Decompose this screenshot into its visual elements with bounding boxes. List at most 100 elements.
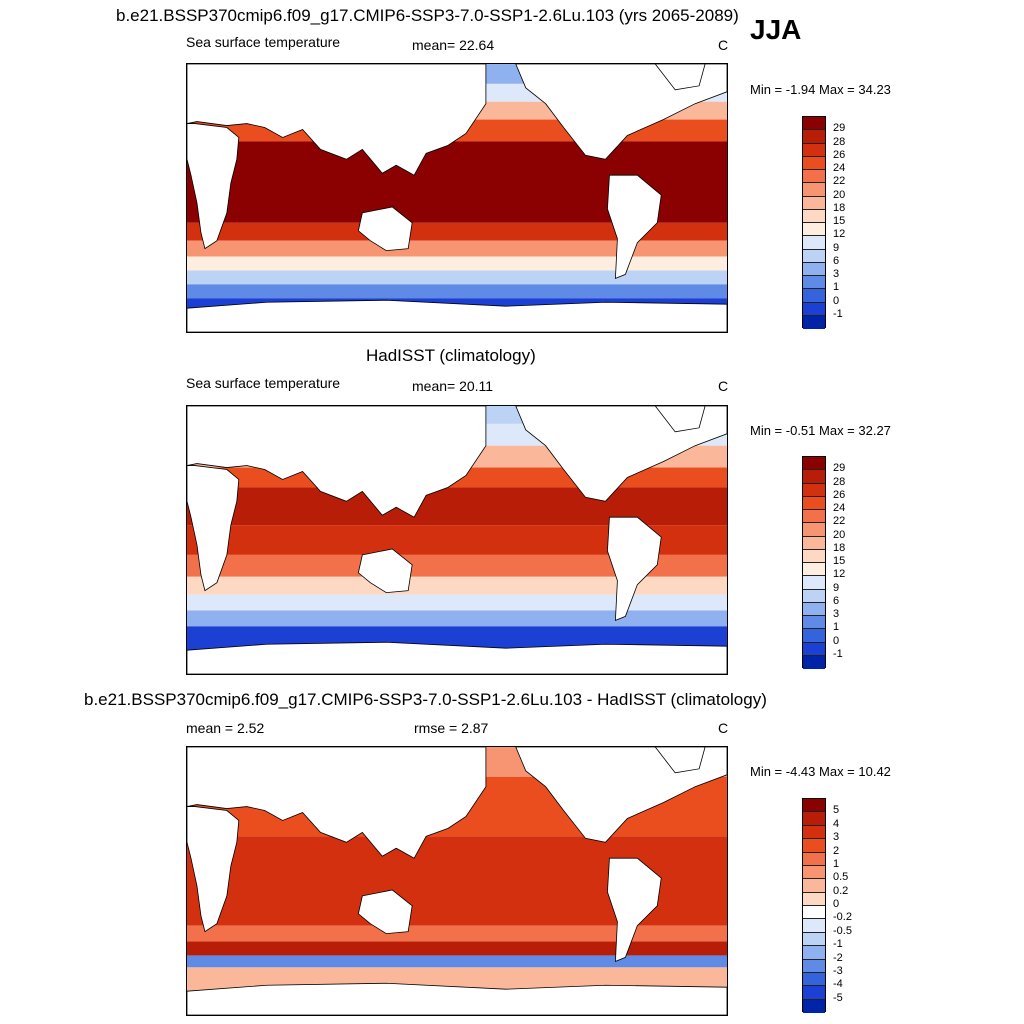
colorbar-swatch <box>803 906 825 920</box>
colorbar-swatch <box>803 549 825 563</box>
continent-outline <box>187 406 487 518</box>
map-canvas <box>187 747 727 1015</box>
colorbar-tick-label: 28 <box>833 475 846 488</box>
colorbar-swatch <box>803 812 825 826</box>
colorbar-swatch <box>803 946 825 960</box>
colorbar-swatch <box>803 616 825 630</box>
panel-2-variable-label: Sea surface temperature <box>186 375 341 391</box>
sst-band <box>187 284 727 299</box>
colorbar-swatch <box>803 130 825 144</box>
continent-outline <box>187 299 727 332</box>
continent-outline <box>187 123 240 250</box>
colorbar-tick-label: 28 <box>833 135 846 148</box>
continent-outline <box>654 406 706 433</box>
panel-1-sst-map <box>186 63 728 333</box>
colorbar-tick-label: 15 <box>833 215 846 227</box>
panel-1-variable-label: Sea surface temperature <box>186 34 341 50</box>
colorbar-tick-label: 5 <box>833 804 840 817</box>
colorbar-tick-label: 18 <box>833 201 846 214</box>
colorbar-swatch <box>803 919 825 933</box>
panel-3-colorbar <box>802 798 826 1013</box>
colorbar-tick-label: -0.5 <box>833 924 852 937</box>
colorbar-swatch <box>803 852 825 866</box>
panel-1-colorbar <box>802 116 826 329</box>
colorbar-tick-label: -0.2 <box>833 911 852 924</box>
colorbar-swatch <box>803 302 825 316</box>
panel-2-title: HadISST (climatology) <box>366 346 536 365</box>
sst-band <box>187 554 727 577</box>
continent-outline <box>607 857 662 962</box>
colorbar-swatch <box>803 629 825 643</box>
colorbar-swatch <box>803 972 825 987</box>
colorbar-swatch <box>803 289 825 303</box>
colorbar-swatch <box>803 510 825 524</box>
colorbar-tick-label: 24 <box>833 162 846 174</box>
colorbar-swatch <box>803 483 825 497</box>
colorbar-swatch <box>803 496 825 510</box>
panel-2-units: C <box>718 378 729 394</box>
colorbar-tick-label: 9 <box>833 241 840 254</box>
colorbar-tick-label: 22 <box>833 515 846 528</box>
colorbar-swatch <box>803 892 825 906</box>
colorbar-swatch <box>803 865 825 880</box>
colorbar-swatch <box>803 839 825 853</box>
colorbar-tick-label: 29 <box>833 462 846 475</box>
sst-band <box>187 256 727 271</box>
continent-outline <box>607 516 662 621</box>
season-label: JJA <box>750 14 802 45</box>
panel-3-rmse: rmse = 2.87 <box>414 720 489 736</box>
colorbar-tick-label: 20 <box>833 188 846 201</box>
continent-outline <box>357 206 413 252</box>
continent-outline <box>187 806 240 933</box>
colorbar-swatch <box>803 249 825 263</box>
sst-band <box>187 222 727 241</box>
panel-1-units: C <box>718 37 729 53</box>
colorbar-swatch <box>803 959 825 973</box>
colorbar-swatch <box>803 276 825 290</box>
colorbar-tick-label: -1 <box>833 647 843 660</box>
colorbar-swatch <box>803 932 825 947</box>
colorbar-tick-label: 15 <box>833 555 846 567</box>
colorbar-tick-label: -4 <box>833 978 843 991</box>
colorbar-tick-label: 1 <box>833 621 840 634</box>
colorbar-swatch <box>803 655 825 669</box>
panel-3-title: b.e21.BSSP370cmip6.f09_g17.CMIP6-SSP3-7.… <box>84 690 767 709</box>
colorbar-tick-label: 0 <box>833 634 840 647</box>
panel-3-units: C <box>718 720 729 736</box>
colorbar-tick-label: 0 <box>833 294 840 307</box>
colorbar-swatch <box>803 642 825 656</box>
colorbar-swatch <box>803 262 825 276</box>
colorbar-tick-label: 4 <box>833 817 840 830</box>
colorbar-tick-label: 0 <box>833 898 840 910</box>
panel-3-difference-map <box>186 746 728 1016</box>
colorbar-swatch <box>803 589 825 603</box>
colorbar-swatch <box>803 999 825 1013</box>
continent-outline <box>187 465 240 592</box>
colorbar-swatch <box>803 156 825 170</box>
sst-band <box>187 270 727 285</box>
colorbar-swatch <box>803 183 825 197</box>
continent-outline <box>187 641 727 674</box>
colorbar-tick-label: 0.5 <box>833 871 849 884</box>
colorbar-tick-label: -2 <box>833 951 843 964</box>
sst-band <box>187 594 727 611</box>
colorbar-tick-label: 2 <box>833 844 840 857</box>
colorbar-tick-label: 0.2 <box>833 884 849 897</box>
colorbar-swatch <box>803 170 825 184</box>
colorbar-swatch <box>803 315 825 329</box>
sst-band <box>187 941 727 956</box>
colorbar-swatch <box>803 457 825 471</box>
colorbar-swatch <box>803 576 825 590</box>
panel-2-mean: mean= 20.11 <box>412 378 494 394</box>
sst-band <box>187 240 727 257</box>
colorbar-swatch <box>803 143 825 157</box>
sst-band <box>187 610 727 627</box>
colorbar-tick-label: -5 <box>833 991 843 1004</box>
colorbar-swatch <box>803 879 825 893</box>
colorbar-swatch <box>803 825 825 840</box>
colorbar-tick-label: 3 <box>833 608 840 620</box>
colorbar-tick-label: 6 <box>833 254 840 267</box>
colorbar-swatch <box>803 223 825 237</box>
colorbar-tick-label: 12 <box>833 228 846 241</box>
colorbar-tick-label: 1 <box>833 281 840 294</box>
